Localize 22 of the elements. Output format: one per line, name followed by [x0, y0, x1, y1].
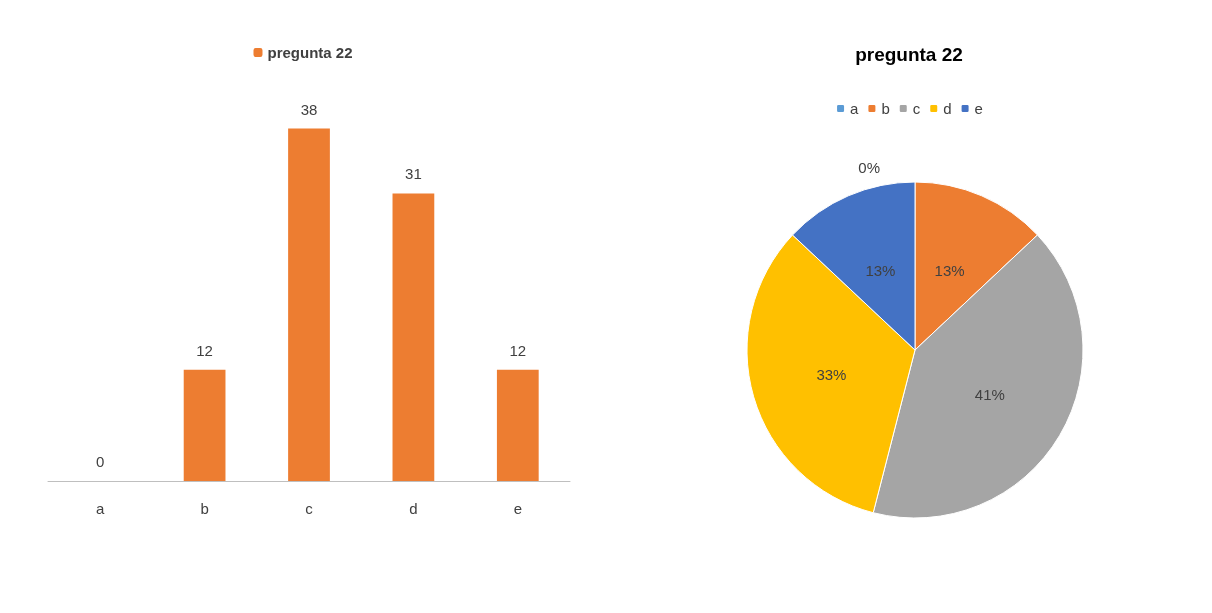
data-label: 31: [405, 165, 422, 183]
x-tick-label: d: [409, 500, 418, 517]
data-label: 38: [300, 100, 318, 118]
text: 0%: [858, 158, 880, 176]
data-label: 12: [196, 341, 213, 359]
chart-title: pregunta 22: [855, 44, 963, 65]
data-label: 12: [509, 341, 527, 359]
legend-label: a: [850, 100, 860, 117]
legend-label: b: [881, 100, 890, 117]
data-label: 13%: [934, 261, 965, 279]
legend-label: d: [943, 100, 952, 117]
legend-label: pregunta 22: [267, 44, 353, 61]
data-label: 13%: [865, 261, 896, 279]
x-tick-label: c: [305, 500, 314, 517]
data-label: 41%: [974, 385, 1005, 403]
legend-label: e: [974, 100, 983, 117]
x-tick-label: a: [96, 500, 106, 517]
x-tick-label: e: [513, 500, 522, 517]
data-label: 0: [96, 453, 105, 470]
x-tick-label: b: [200, 500, 209, 517]
data-label: 33%: [816, 365, 847, 383]
legend-label: c: [912, 100, 921, 117]
